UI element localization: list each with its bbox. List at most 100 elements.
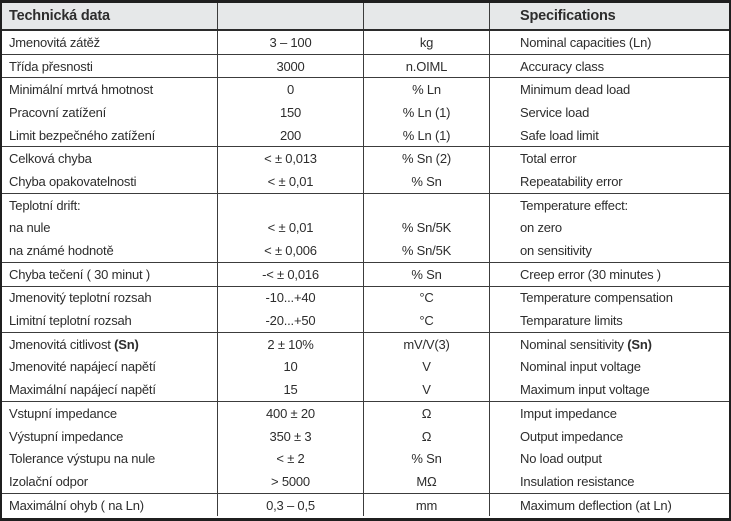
row-label-en: Safe load limit <box>520 127 599 143</box>
row-value: 10 <box>218 355 364 379</box>
header-czech-title: Technická data <box>2 3 218 29</box>
row-label-cz: Izolační odpor <box>2 470 218 493</box>
row-label-en: Insulation resistance <box>520 473 635 489</box>
row-unit: % Sn <box>364 447 490 471</box>
table-row: Jmenovitá citlivost (Sn) 2 ± 10% mV/V(3)… <box>2 331 729 356</box>
row-label-cz: Tolerance výstupu na nule <box>2 447 218 471</box>
row-label-en: Maximum deflection (at Ln) <box>520 497 672 513</box>
row-label-en: Repeatability error <box>520 173 623 189</box>
table-row: Maximální napájecí napětí 15 V Maximum i… <box>2 378 729 401</box>
row-label-cz: Teplotní drift: <box>2 193 218 217</box>
table-row: Teplotní drift: Temperature effect: <box>2 192 729 217</box>
header-unit-column <box>364 3 490 29</box>
row-value: < ± 0,006 <box>218 239 364 262</box>
row-label-cz: Celková chyba <box>2 147 218 171</box>
row-label-en: No load output <box>520 451 602 467</box>
row-label-en: Imput impedance <box>520 405 617 421</box>
row-unit: °C <box>364 309 490 332</box>
table-row: Limit bezpečného zatížení 200 % Ln (1) S… <box>2 123 729 147</box>
row-label-en: Service load <box>520 104 590 120</box>
row-unit: Ω <box>364 424 490 448</box>
row-unit: % Ln (1) <box>364 101 490 124</box>
row-unit: MΩ <box>364 470 490 493</box>
row-value: 3 – 100 <box>218 31 364 54</box>
row-value: 0,3 – 0,5 <box>218 493 364 517</box>
row-label-en: Temparature limits <box>520 313 623 329</box>
table-row: Vstupní impedance 400 ± 20 Ω Imput imped… <box>2 401 729 425</box>
row-value: < ± 0,01 <box>218 216 364 240</box>
row-label-en: Temperature compensation <box>520 290 673 306</box>
row-label-en: Temperature effect: <box>520 197 628 213</box>
row-label-cz: Výstupní impedance <box>2 424 218 448</box>
row-label-cz: Jmenovitý teplotní rozsah <box>2 286 218 310</box>
table-row: Pracovní zatížení 150 % Ln (1) Service l… <box>2 101 729 124</box>
table-header-row: Technická data Specifications <box>2 3 729 31</box>
row-label-cz-bold: (Sn) <box>114 336 139 352</box>
row-unit: Ω <box>364 402 490 425</box>
row-label-en: on zero <box>520 220 562 236</box>
row-value: 2 ± 10% <box>218 332 364 356</box>
row-label-en: on sensitivity <box>520 243 592 259</box>
table-row: Chyba opakovatelnosti < ± 0,01 % Sn Repe… <box>2 170 729 193</box>
row-unit: mV/V(3) <box>364 332 490 356</box>
row-label-cz: na nule <box>2 216 218 240</box>
row-value: 0 <box>218 78 364 102</box>
row-label-cz: Maximální napájecí napětí <box>2 378 218 401</box>
row-unit: n.OIML <box>364 54 490 78</box>
row-value: 3000 <box>218 54 364 78</box>
table-row: Jmenovité napájecí napětí 10 V Nominal i… <box>2 355 729 379</box>
row-label-cz: Minimální mrtvá hmotnost <box>2 78 218 102</box>
row-unit: % Sn/5K <box>364 216 490 240</box>
row-value: > 5000 <box>218 470 364 493</box>
table-row: Limitní teplotní rozsah -20...+50 °C Tem… <box>2 309 729 332</box>
row-label-en: Creep error (30 minutes ) <box>520 266 661 282</box>
row-label-cz: Limit bezpečného zatížení <box>2 123 218 147</box>
table-row: Maximální ohyb ( na Ln) 0,3 – 0,5 mm Max… <box>2 492 729 517</box>
row-label-en: Accuracy class <box>520 58 604 74</box>
header-english-title: Specifications <box>520 8 616 24</box>
row-label-cz: Pracovní zatížení <box>2 101 218 124</box>
row-value: -20...+50 <box>218 309 364 332</box>
row-unit: kg <box>364 31 490 54</box>
row-label-cz: na známé hodnotě <box>2 239 218 262</box>
row-label-en: Total error <box>520 151 577 167</box>
table-row: Třída přesnosti 3000 n.OIML Accuracy cla… <box>2 53 729 78</box>
table-row: na nule < ± 0,01 % Sn/5K on zero <box>2 216 729 240</box>
row-value: 150 <box>218 101 364 124</box>
table-row: Tolerance výstupu na nule < ± 2 % Sn No … <box>2 447 729 471</box>
row-unit: V <box>364 355 490 379</box>
row-label-cz: Třída přesnosti <box>2 54 218 78</box>
header-value-column <box>218 3 364 29</box>
row-label-en: Nominal sensitivity (Sn) <box>520 336 652 352</box>
row-label-en: Minimum dead load <box>520 82 631 98</box>
row-value: < ± 0,013 <box>218 147 364 171</box>
row-label-en: Nominal input voltage <box>520 359 641 375</box>
row-value: 200 <box>218 123 364 147</box>
row-value <box>218 193 364 217</box>
table-row: Výstupní impedance 350 ± 3 Ω Output impe… <box>2 424 729 448</box>
row-label-cz: Maximální ohyb ( na Ln) <box>2 493 218 517</box>
table-row: na známé hodnotě < ± 0,006 % Sn/5K on se… <box>2 239 729 262</box>
row-value: 400 ± 20 <box>218 402 364 425</box>
row-unit <box>364 193 490 217</box>
row-unit: mm <box>364 493 490 517</box>
row-unit: °C <box>364 286 490 310</box>
row-label-en: Output impedance <box>520 428 624 444</box>
row-unit: % Ln <box>364 78 490 102</box>
row-label-en: Nominal capacities (Ln) <box>520 34 652 50</box>
row-label-cz: Chyba opakovatelnosti <box>2 170 218 193</box>
table-row: Izolační odpor > 5000 MΩ Insulation resi… <box>2 470 729 493</box>
row-label-cz: Chyba tečení ( 30 minut ) <box>2 262 218 286</box>
row-unit: % Sn/5K <box>364 239 490 262</box>
row-unit: V <box>364 378 490 401</box>
row-value: < ± 2 <box>218 447 364 471</box>
row-label-cz: Jmenovitá zátěž <box>2 31 218 54</box>
row-value: -< ± 0,016 <box>218 262 364 286</box>
table-row: Chyba tečení ( 30 minut ) -< ± 0,016 % S… <box>2 261 729 286</box>
row-value: 350 ± 3 <box>218 424 364 448</box>
table-row: Jmenovitý teplotní rozsah -10...+40 °C T… <box>2 285 729 310</box>
row-label-cz: Limitní teplotní rozsah <box>2 309 218 332</box>
row-value: 15 <box>218 378 364 401</box>
row-label-cz: Jmenovité napájecí napětí <box>2 355 218 379</box>
